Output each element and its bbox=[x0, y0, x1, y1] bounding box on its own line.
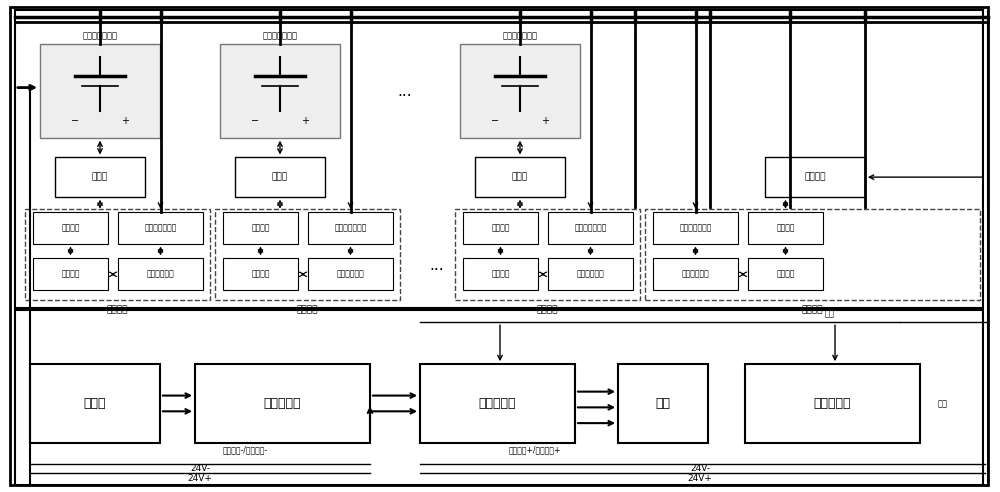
Bar bbox=[33, 212, 108, 244]
Text: 从控器: 从控器 bbox=[272, 173, 288, 182]
Text: +: + bbox=[541, 116, 549, 125]
Bar bbox=[463, 212, 538, 244]
Text: 从控器: 从控器 bbox=[512, 173, 528, 182]
Text: 电力线耦合接口: 电力线耦合接口 bbox=[679, 223, 712, 232]
Text: 24V-: 24V- bbox=[190, 464, 210, 473]
Bar bbox=[15, 310, 983, 485]
Text: 主控制器: 主控制器 bbox=[804, 173, 826, 182]
Text: 信号接口: 信号接口 bbox=[251, 223, 270, 232]
Bar bbox=[215, 209, 400, 300]
Bar bbox=[55, 157, 145, 197]
Text: 载波模块: 载波模块 bbox=[802, 306, 823, 314]
Bar bbox=[40, 44, 160, 138]
Text: −: − bbox=[71, 116, 79, 125]
Bar bbox=[308, 258, 393, 290]
Text: ...: ... bbox=[398, 84, 412, 98]
Text: −: − bbox=[251, 116, 259, 125]
Bar bbox=[30, 364, 160, 443]
Bar bbox=[223, 258, 298, 290]
Text: 电机: 电机 bbox=[656, 397, 670, 410]
Text: 动力线束-/加热线束-: 动力线束-/加热线束- bbox=[222, 446, 268, 455]
Bar bbox=[748, 212, 823, 244]
Text: 微处理器: 微处理器 bbox=[251, 270, 270, 279]
Bar bbox=[645, 209, 980, 300]
Text: 电力线耦合接口: 电力线耦合接口 bbox=[334, 223, 367, 232]
Text: 电力线耦合接口: 电力线耦合接口 bbox=[574, 223, 607, 232]
Text: 通信信号调制: 通信信号调制 bbox=[147, 270, 174, 279]
Text: 从控器: 从控器 bbox=[92, 173, 108, 182]
Bar bbox=[475, 157, 565, 197]
Text: 信号接口: 信号接口 bbox=[776, 223, 795, 232]
Text: 通信信号调制: 通信信号调制 bbox=[682, 270, 709, 279]
Text: 24V+: 24V+ bbox=[688, 474, 712, 483]
Text: 通讯: 通讯 bbox=[825, 309, 835, 318]
Text: +: + bbox=[121, 116, 129, 125]
Bar bbox=[548, 258, 633, 290]
Bar bbox=[25, 209, 210, 300]
Text: 载波模块: 载波模块 bbox=[107, 306, 128, 314]
Bar bbox=[308, 212, 393, 244]
Text: 电机控制器: 电机控制器 bbox=[479, 397, 516, 410]
Text: 电池包（模块）: 电池包（模块） bbox=[82, 31, 118, 40]
Bar bbox=[765, 157, 865, 197]
Text: 信号接口: 信号接口 bbox=[491, 223, 510, 232]
Text: ...: ... bbox=[430, 258, 444, 273]
Bar bbox=[653, 258, 738, 290]
Text: 微处理器: 微处理器 bbox=[776, 270, 795, 279]
Text: 微处理器: 微处理器 bbox=[491, 270, 510, 279]
Text: 载波模块: 载波模块 bbox=[537, 306, 558, 314]
Bar bbox=[420, 364, 575, 443]
Bar bbox=[463, 258, 538, 290]
FancyBboxPatch shape bbox=[10, 7, 988, 485]
Text: 动力线束+/加热线束+: 动力线束+/加热线束+ bbox=[509, 446, 561, 455]
Bar bbox=[220, 44, 340, 138]
Bar bbox=[235, 157, 325, 197]
Bar bbox=[748, 258, 823, 290]
Text: 电力线耦合接口: 电力线耦合接口 bbox=[144, 223, 177, 232]
Text: 24V-: 24V- bbox=[690, 464, 710, 473]
Bar bbox=[618, 364, 708, 443]
Bar bbox=[455, 209, 640, 300]
Bar bbox=[745, 364, 920, 443]
Text: 信号接口: 信号接口 bbox=[61, 223, 80, 232]
Text: 整车控制器: 整车控制器 bbox=[814, 397, 851, 410]
Text: 充电机: 充电机 bbox=[84, 397, 106, 410]
Bar bbox=[460, 44, 580, 138]
Text: −: − bbox=[491, 116, 499, 125]
Text: 高压接线盒: 高压接线盒 bbox=[264, 397, 301, 410]
Bar bbox=[223, 212, 298, 244]
Text: 24V+: 24V+ bbox=[188, 474, 212, 483]
Bar bbox=[118, 258, 203, 290]
Bar bbox=[33, 258, 108, 290]
Text: 微处理器: 微处理器 bbox=[61, 270, 80, 279]
Text: 载波模块: 载波模块 bbox=[297, 306, 318, 314]
Text: 通信信号调制: 通信信号调制 bbox=[577, 270, 604, 279]
Bar bbox=[653, 212, 738, 244]
Text: 通信信号调制: 通信信号调制 bbox=[337, 270, 364, 279]
Bar bbox=[548, 212, 633, 244]
Text: 通讯: 通讯 bbox=[938, 399, 948, 408]
Bar bbox=[15, 10, 983, 307]
Text: 电池包（模块）: 电池包（模块） bbox=[503, 31, 538, 40]
Bar bbox=[118, 212, 203, 244]
Bar bbox=[195, 364, 370, 443]
Text: +: + bbox=[301, 116, 309, 125]
Text: 电池包（模块）: 电池包（模块） bbox=[262, 31, 298, 40]
